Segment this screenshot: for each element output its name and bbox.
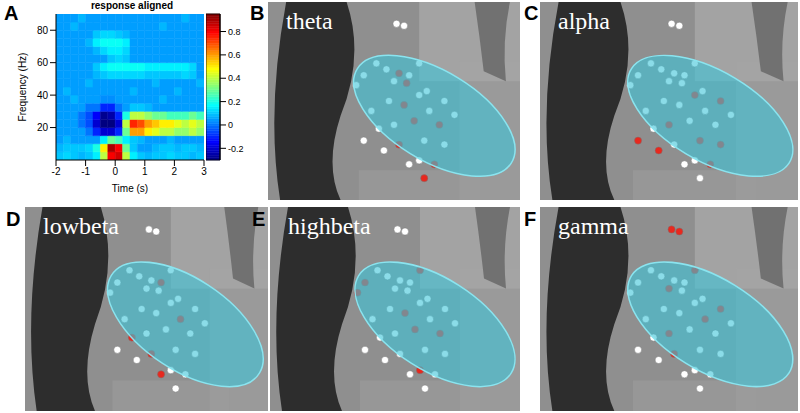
html-text:C: C xyxy=(524,2,539,24)
svg-text:0.6: 0.6 xyxy=(228,50,241,60)
svg-text:Time (s): Time (s) xyxy=(112,183,148,194)
svg-text:40: 40 xyxy=(37,90,49,101)
svg-text:-2: -2 xyxy=(52,166,61,177)
svg-text:2: 2 xyxy=(172,166,178,177)
svg-text:0.2: 0.2 xyxy=(228,97,241,107)
html-text:gamma: gamma xyxy=(558,213,629,239)
svg-text:0.4: 0.4 xyxy=(228,73,241,83)
html-text:theta: theta xyxy=(286,8,333,34)
svg-text:20: 20 xyxy=(37,122,49,133)
svg-text:80: 80 xyxy=(37,25,49,36)
svg-text:Frequency (Hz): Frequency (Hz) xyxy=(17,53,28,122)
html-text:B: B xyxy=(250,2,265,24)
svg-text:-0.2: -0.2 xyxy=(228,144,244,154)
svg-text:-1: -1 xyxy=(81,166,90,177)
svg-text:0: 0 xyxy=(228,120,233,130)
html-text:E: E xyxy=(252,208,266,230)
html-text:F: F xyxy=(524,208,537,230)
html-text:D: D xyxy=(6,208,21,230)
html-text:highbeta: highbeta xyxy=(288,213,371,239)
svg-text:3: 3 xyxy=(201,166,207,177)
html-text:A: A xyxy=(4,2,19,24)
html-text:lowbeta: lowbeta xyxy=(43,213,119,239)
svg-text:1: 1 xyxy=(142,166,148,177)
svg-text:0.8: 0.8 xyxy=(228,27,241,37)
svg-text:60: 60 xyxy=(37,57,49,68)
html-text:response aligned: response aligned xyxy=(90,0,174,11)
svg-text:0: 0 xyxy=(112,166,118,177)
html-text:alpha: alpha xyxy=(558,8,610,34)
